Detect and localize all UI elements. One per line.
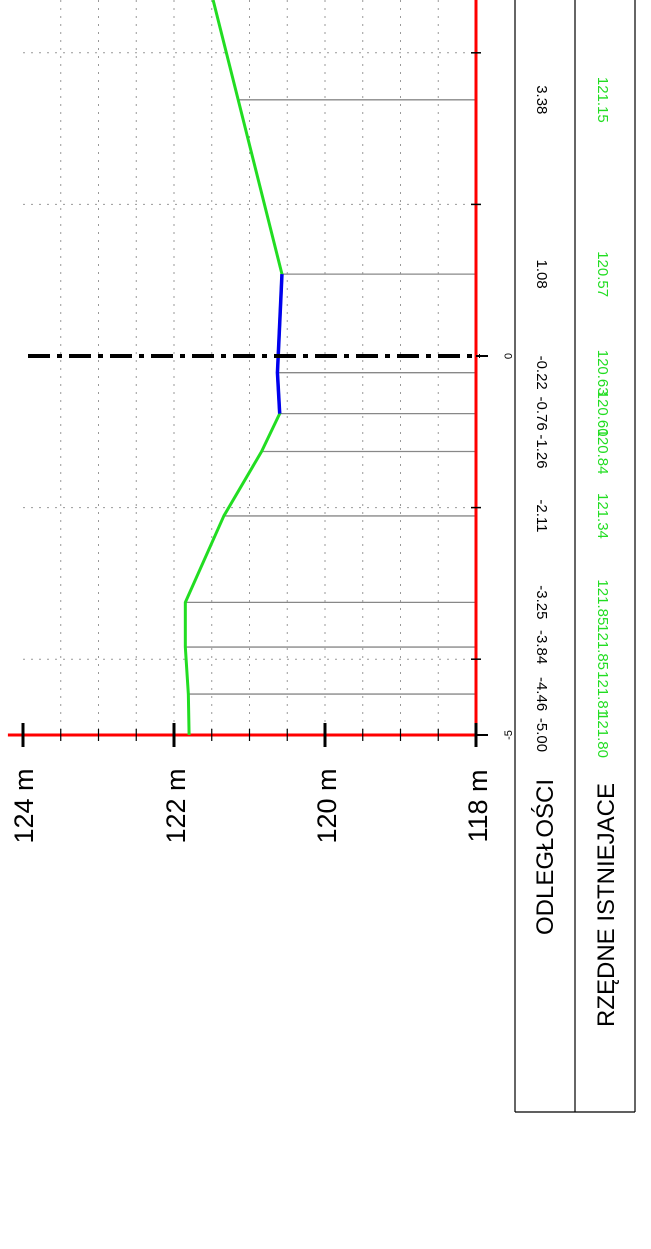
y-axis-labels: 124 m 122 m 120 m 118 m	[9, 768, 493, 843]
y-tick-label-118: 118 m	[463, 769, 493, 842]
distance-label: -3.84	[533, 630, 550, 664]
distance-label: -3.25	[533, 585, 550, 619]
elevation-label: 121.81	[594, 671, 611, 717]
distance-label: -0.76	[533, 397, 550, 431]
elevation-label: 121.34	[594, 493, 611, 539]
x-tick-label-0: 0	[503, 353, 515, 359]
distance-label: -5.00	[533, 718, 550, 752]
elevation-label: 120.63	[594, 350, 611, 396]
terrain-line	[183, 0, 284, 736]
y-tick-label-120: 120 m	[312, 768, 342, 843]
elevation-label: 121.15	[594, 77, 611, 123]
distance-label: 3.38	[533, 85, 550, 114]
elevation-labels: 121.80121.81121.85121.85121.34120.84120.…	[594, 77, 611, 758]
distance-labels: -5.00 -4.46 -3.84 -3.25 -2.11 -1.26 -0.76 -0.22…	[533, 85, 550, 752]
distance-label: 1.08	[533, 260, 550, 289]
elevation-label: 121.85	[594, 579, 611, 625]
row-label-distances: ODLEGŁOŚCI	[531, 779, 559, 935]
elevation-label: 120.84	[594, 429, 611, 475]
y-tick-label-124: 124 m	[9, 768, 39, 843]
row-label-existing-elevations: RZĘDNE ISTNIEJACE	[593, 783, 620, 1027]
x-tick-label-minus5: -5	[503, 730, 515, 740]
elevation-label: 120.60	[594, 391, 611, 437]
distance-label: -0.22	[533, 356, 550, 390]
elevation-label: 121.80	[594, 712, 611, 758]
plot-area	[7, 0, 488, 747]
distance-label: -1.26	[533, 434, 550, 468]
elevation-label: 121.85	[594, 624, 611, 670]
distance-label: -2.11	[533, 499, 550, 532]
distance-label: -4.46	[533, 677, 550, 711]
water-line	[275, 274, 284, 414]
elevation-label: 120.57	[594, 251, 611, 297]
y-tick-label-122: 122 m	[161, 768, 191, 843]
data-table: ODLEGŁOŚCI RZĘDNE ISTNIEJACE	[514, 0, 636, 1113]
